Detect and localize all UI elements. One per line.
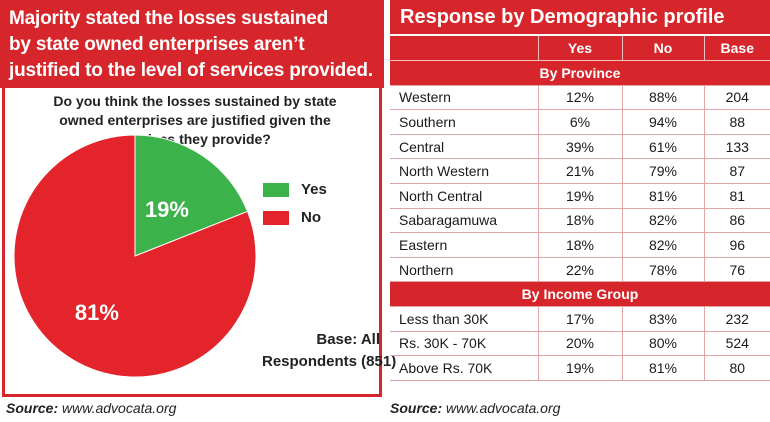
row-label: North Central [390, 183, 539, 209]
cell-yes: 20% [538, 331, 623, 357]
legend-item-yes: Yes [263, 181, 327, 198]
group-header-row: By Province [390, 60, 770, 86]
cell-no: 94% [622, 109, 705, 135]
cell-base: 87 [704, 158, 770, 185]
headline-line-1: Majority stated the losses sustained [9, 8, 329, 29]
table-row: Western 12% 88% 204 [390, 85, 770, 111]
headline-banner: Majority stated the losses sustained by … [0, 0, 384, 88]
legend-swatch-yes [263, 182, 289, 197]
cell-base: 86 [704, 208, 770, 234]
demographic-panel: Response by Demographic profile Yes No B… [390, 0, 770, 422]
table-row: Southern 6% 94% 88 [390, 109, 770, 135]
cell-no: 82% [622, 232, 705, 258]
source-url: www.advocata.org [446, 400, 561, 416]
cell-no: 82% [622, 208, 705, 234]
source-label: Source: [390, 400, 443, 416]
survey-question: Do you think the losses sustained by sta… [5, 92, 385, 149]
row-label: Northern [390, 257, 539, 283]
cell-base: 76 [704, 257, 770, 283]
cell-base: 133 [704, 134, 770, 160]
source-right: Source: www.advocata.org [390, 400, 560, 416]
table-row: Above Rs. 70K 19% 81% 80 [390, 355, 770, 381]
cell-yes: 19% [538, 355, 623, 381]
group-title: By Income Group [390, 281, 770, 308]
row-label: North Western [390, 158, 539, 185]
cell-no: 61% [622, 134, 705, 160]
legend-swatch-no [263, 210, 289, 225]
cell-yes: 22% [538, 257, 623, 283]
cell-base: 88 [704, 109, 770, 135]
base-note-line-1: Base: All [316, 331, 380, 348]
pie-panel: Majority stated the losses sustained by … [0, 0, 397, 422]
table-header-row: Yes No Base [390, 36, 770, 62]
cell-yes: 21% [538, 158, 623, 185]
row-label: Eastern [390, 232, 539, 258]
column-header-name [390, 36, 539, 62]
row-label: Rs. 30K - 70K [390, 331, 539, 357]
row-label: Southern [390, 109, 539, 135]
cell-base: 204 [704, 85, 770, 111]
row-label: Sabaragamuwa [390, 208, 539, 234]
question-line-2: owned enterprises are justified given th… [59, 112, 331, 128]
headline-line-3: justified to the level of services provi… [9, 60, 373, 81]
cell-yes: 39% [538, 134, 623, 160]
row-label: Central [390, 134, 539, 160]
row-label: Western [390, 85, 539, 111]
demographic-table: Yes No Base By Province Western 12% 88% 204 S… [390, 36, 770, 381]
table-row: Eastern 18% 82% 96 [390, 232, 770, 258]
source-left: Source: www.advocata.org [6, 400, 176, 416]
column-header-no: No [622, 36, 705, 62]
table-title: Response by Demographic profile [390, 0, 770, 34]
column-header-yes: Yes [538, 36, 623, 62]
table-row: North Central 19% 81% 81 [390, 183, 770, 209]
cell-base: 96 [704, 232, 770, 258]
cell-base: 81 [704, 183, 770, 209]
question-line-1: Do you think the losses sustained by sta… [53, 93, 337, 109]
base-note: Base: All Respondents (851) [262, 329, 397, 373]
cell-no: 83% [622, 306, 705, 332]
cell-base: 80 [704, 355, 770, 381]
cell-no: 88% [622, 85, 705, 111]
source-label: Source: [6, 400, 59, 416]
headline-line-2: by state owned enterprises aren’t [9, 34, 305, 55]
cell-yes: 18% [538, 208, 623, 234]
group-header-row: By Income Group [390, 281, 770, 308]
cell-no: 80% [622, 331, 705, 357]
question-line-3: services they provide? [119, 131, 271, 147]
cell-yes: 18% [538, 232, 623, 258]
group-title: By Province [390, 60, 770, 86]
row-label: Above Rs. 70K [390, 355, 539, 381]
cell-base: 524 [704, 331, 770, 357]
column-header-base: Base [704, 36, 770, 62]
cell-yes: 6% [538, 109, 623, 135]
cell-no: 79% [622, 158, 705, 185]
table-row: Sabaragamuwa 18% 82% 86 [390, 208, 770, 234]
cell-no: 81% [622, 355, 705, 381]
source-url: www.advocata.org [62, 400, 177, 416]
cell-yes: 12% [538, 85, 623, 111]
cell-yes: 19% [538, 183, 623, 209]
table-row: Central 39% 61% 133 [390, 134, 770, 160]
legend-item-no: No [263, 209, 321, 226]
table-row: Northern 22% 78% 76 [390, 257, 770, 283]
cell-yes: 17% [538, 306, 623, 332]
legend-label-yes: Yes [301, 181, 327, 198]
table-row: North Western 21% 79% 87 [390, 158, 770, 185]
cell-no: 78% [622, 257, 705, 283]
cell-no: 81% [622, 183, 705, 209]
table-row: Less than 30K 17% 83% 232 [390, 306, 770, 332]
legend-label-no: No [301, 209, 321, 226]
table-row: Rs. 30K - 70K 20% 80% 524 [390, 331, 770, 357]
base-note-line-2: Respondents (851) [262, 353, 397, 370]
row-label: Less than 30K [390, 306, 539, 332]
cell-base: 232 [704, 306, 770, 332]
